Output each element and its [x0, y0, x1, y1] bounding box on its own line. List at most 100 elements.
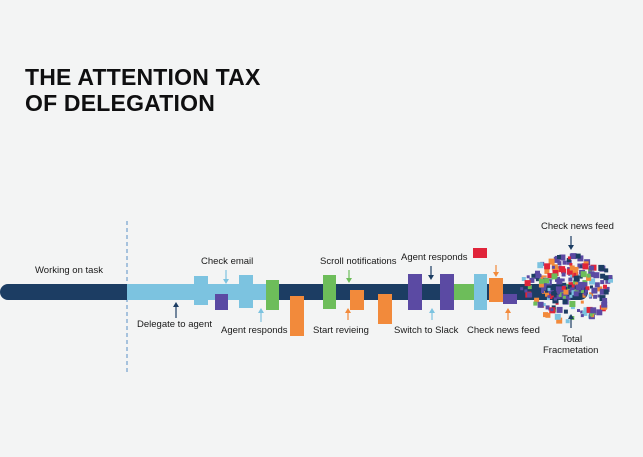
block-orange-4	[489, 278, 503, 302]
arrow-check-email	[223, 270, 229, 284]
fragment-square	[594, 282, 600, 288]
fragment-square	[559, 254, 566, 261]
fragment-square	[579, 283, 584, 288]
arrow-switch-to-slack	[429, 308, 435, 320]
fragment-square	[554, 255, 559, 260]
fragment-square	[569, 287, 575, 293]
fragment-square	[603, 289, 609, 295]
fragment-square	[570, 253, 577, 260]
fragment-square	[543, 312, 548, 318]
fragment-square	[581, 293, 586, 298]
fragment-square	[586, 275, 592, 281]
fragment-square	[542, 303, 546, 307]
fragment-square	[544, 263, 551, 270]
fragment-square	[589, 313, 593, 317]
fragment-square	[554, 313, 561, 320]
fragment-square	[590, 285, 593, 289]
fragment-square	[537, 262, 544, 269]
arrow-agent-responds-2	[428, 266, 434, 280]
block-green-2	[323, 275, 336, 309]
fragment-square	[559, 266, 566, 273]
fragment-square	[548, 294, 554, 299]
fragment-square	[562, 299, 568, 305]
fragment-square	[574, 266, 579, 271]
fragment-square	[556, 306, 563, 313]
fragment-square	[577, 263, 583, 269]
fragment-square	[598, 264, 605, 271]
fragment-square	[562, 260, 567, 265]
fragment-square	[534, 273, 541, 280]
fragment-square	[577, 309, 580, 312]
fragment-square	[603, 284, 607, 289]
fragment-square	[567, 284, 572, 289]
label-switch-to-slack: Switch to Slack	[394, 325, 459, 336]
fragment-square	[575, 282, 578, 286]
label-delegate-to-agent: Delegate to agent	[137, 319, 212, 330]
block-red	[473, 248, 487, 258]
block-orange-2	[350, 290, 364, 310]
fragment-square	[563, 289, 569, 295]
fragment-square	[604, 286, 610, 292]
block-purple-2	[408, 274, 422, 310]
fragment-square	[557, 255, 561, 259]
fragment-square	[569, 301, 576, 307]
fragment-square	[557, 261, 562, 266]
fragment-square	[582, 282, 588, 288]
fragment-square	[559, 287, 566, 294]
fragment-square	[557, 291, 561, 295]
fragment-square	[526, 275, 530, 279]
fragment-square	[597, 294, 601, 298]
fragment-square	[524, 289, 528, 293]
fragment-square	[582, 263, 589, 270]
fragment-square	[561, 292, 568, 299]
fragment-square	[566, 259, 572, 265]
fragment-square	[565, 319, 570, 324]
fragment-square	[567, 292, 572, 297]
block-purple-3	[440, 274, 454, 310]
block-check-email-top	[194, 276, 208, 305]
fragment-square	[591, 287, 598, 294]
fragment-square	[586, 273, 591, 278]
fragment-square	[534, 297, 540, 303]
fragment-square	[533, 301, 538, 306]
fragmentation-cluster	[520, 253, 613, 324]
arrow-delegate-to-agent	[173, 302, 179, 318]
block-orange-1	[290, 296, 304, 336]
fragment-square	[585, 286, 590, 291]
fragment-square	[535, 270, 540, 276]
fragment-square	[567, 256, 571, 260]
arrow-check-news-feed-bottom	[505, 308, 511, 320]
fragment-square	[547, 273, 553, 279]
fragment-square	[602, 298, 608, 303]
block-green-3	[454, 284, 474, 300]
fragment-square	[569, 263, 573, 266]
arrow-start-revieing	[345, 308, 351, 320]
fragment-square	[566, 258, 571, 262]
fragment-square	[543, 287, 547, 291]
fragment-square	[585, 289, 588, 293]
fragment-square	[556, 294, 561, 299]
fragment-square	[537, 301, 544, 308]
label-agent-responds-1: Agent responds	[221, 325, 288, 336]
fragment-square	[601, 301, 608, 308]
fragment-square	[558, 291, 564, 297]
label-check-news-feed-top: Check news feed	[541, 221, 614, 232]
fragment-square	[568, 277, 573, 282]
fragment-square	[529, 277, 535, 283]
fragment-square	[588, 265, 594, 271]
fragment-square	[551, 265, 555, 269]
fragment-square	[580, 290, 584, 293]
fragment-square	[573, 275, 580, 282]
fragment-square	[574, 289, 579, 294]
fragment-square	[573, 291, 579, 297]
fragment-square	[546, 297, 550, 301]
block-green-1	[266, 280, 279, 310]
title-line-2: OF DELEGATION	[25, 90, 216, 116]
fragment-square	[563, 309, 568, 314]
fragment-square	[575, 253, 581, 259]
fragment-square	[589, 278, 596, 285]
fragment-square	[539, 278, 544, 284]
fragment-square	[593, 294, 598, 299]
fragment-square	[590, 307, 597, 314]
